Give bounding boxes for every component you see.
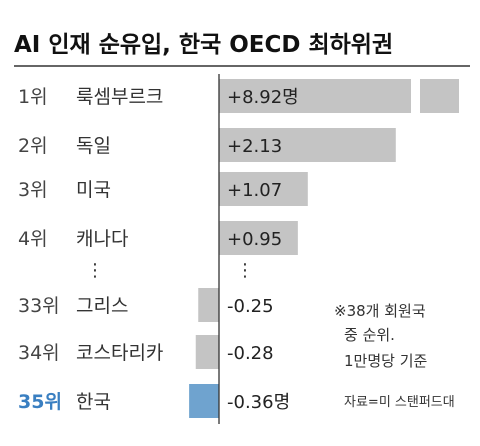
value-label: +2.13	[227, 136, 282, 157]
note-line: ※38개 회원국	[334, 302, 426, 320]
bar	[195, 335, 219, 369]
value-label: +0.95	[227, 229, 282, 250]
bar	[219, 128, 396, 162]
value-label: -0.36명	[227, 392, 290, 413]
bar	[219, 221, 298, 255]
rank-label: 4위	[18, 228, 48, 250]
gap-marker: ⋮	[86, 260, 104, 281]
note-line: 1만명당 기준	[344, 352, 428, 370]
rank-label: 1위	[18, 86, 48, 108]
rank-label: 3위	[18, 179, 48, 201]
gap-marker: ⋮	[236, 260, 254, 281]
category-label: 미국	[76, 179, 111, 201]
bar	[219, 79, 411, 113]
value-label: +8.92명	[227, 87, 299, 108]
bars	[189, 79, 459, 418]
bar-highlight	[189, 384, 219, 418]
category-label: 그리스	[76, 295, 128, 317]
value-label: -0.25	[227, 296, 274, 317]
source-label: 자료=미 스탠퍼드대	[344, 395, 455, 410]
rank-label: 2위	[18, 135, 48, 157]
category-label: 캐나다	[76, 228, 128, 250]
note-line: 중 순위.	[344, 326, 395, 344]
chart-title: AI 인재 순유입, 한국 OECD 최하위권	[14, 32, 393, 58]
labels: 1위 룩셈부르크 +8.92명 2위 독일 +2.13 3위 미국 +1.07 4위 캐나다 +0.9…	[18, 86, 299, 413]
rank-label: 35위	[18, 391, 62, 413]
category-label: 한국	[76, 391, 111, 413]
rank-label: 34위	[18, 342, 60, 364]
category-label: 독일	[76, 135, 111, 157]
category-label: 룩셈부르크	[76, 86, 163, 108]
bar	[219, 172, 308, 206]
value-label: +1.07	[227, 180, 282, 201]
category-label: 코스타리카	[76, 342, 163, 364]
rank-label: 33위	[18, 295, 60, 317]
bar-truncated-tail	[420, 79, 459, 113]
gap-markers: ⋮ ⋮	[86, 260, 254, 281]
bar	[198, 288, 219, 322]
value-label: -0.28	[227, 343, 274, 364]
